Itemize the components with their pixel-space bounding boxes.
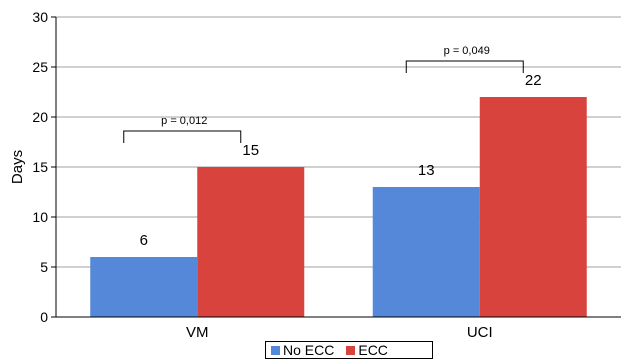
significance-bracket xyxy=(405,60,524,73)
data-label: 22 xyxy=(525,72,542,89)
legend-label-no-ecc: No ECC xyxy=(283,342,335,358)
y-tick-label: 10 xyxy=(32,209,48,225)
y-tick-label: 0 xyxy=(40,309,48,325)
legend: No ECC ECC xyxy=(265,341,433,359)
y-tick-label: 30 xyxy=(32,9,48,25)
p-value-label: p = 0,049 xyxy=(444,45,490,57)
y-tick-label: 25 xyxy=(32,59,48,75)
bars xyxy=(90,97,587,317)
bar-vm-ecc xyxy=(197,167,305,317)
bar-uci-ecc xyxy=(479,97,587,317)
x-category-label: VM xyxy=(186,324,209,341)
bar-uci-no-ecc xyxy=(372,187,480,317)
x-category-label: UCI xyxy=(467,324,493,341)
legend-swatch-ecc xyxy=(346,345,356,355)
data-label: 15 xyxy=(242,142,259,159)
y-tick-label: 20 xyxy=(32,109,48,125)
p-value-label: p = 0,012 xyxy=(161,115,207,127)
x-axis-categories: VM UCI xyxy=(186,324,493,341)
data-labels: 6 15 13 22 xyxy=(140,72,542,249)
y-axis-label: Days xyxy=(9,150,26,184)
legend-item-no-ecc: No ECC xyxy=(271,342,334,358)
legend-label-ecc: ECC xyxy=(358,342,388,358)
legend-item-ecc: ECC xyxy=(346,342,388,358)
bar-vm-no-ecc xyxy=(90,257,198,317)
significance-bracket xyxy=(123,130,242,143)
y-tick-label: 15 xyxy=(32,159,48,175)
data-label: 13 xyxy=(418,162,435,179)
significance-brackets: p = 0,012 p = 0,049 xyxy=(123,45,524,143)
legend-swatch-no-ecc xyxy=(271,345,280,355)
y-axis-ticks: 0 5 10 15 20 25 30 xyxy=(32,9,56,325)
y-tick-label: 5 xyxy=(40,259,48,275)
data-label: 6 xyxy=(140,232,148,249)
